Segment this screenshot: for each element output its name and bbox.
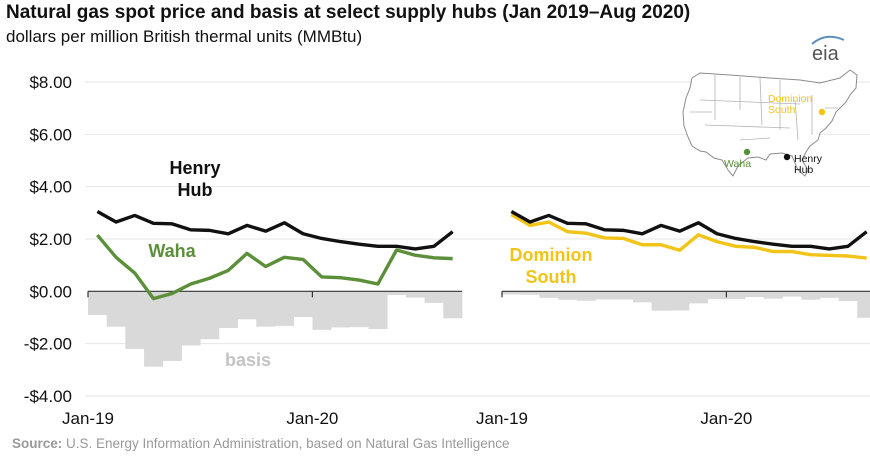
source-text: U.S. Energy Information Administration, … <box>62 436 510 451</box>
basis-bar <box>614 291 634 300</box>
basis-bar <box>331 291 351 328</box>
map-label-dominion-1: Dominion <box>768 93 813 105</box>
series-label-henry-hub: Hub <box>178 180 213 200</box>
basis-bar <box>745 291 765 298</box>
basis-bar <box>651 291 671 311</box>
y-axis-labels: $8.00 $6.00 $4.00 $2.00 $0.00 -$2.00 -$4.00 <box>24 73 72 406</box>
basis-bar <box>275 291 295 326</box>
basis-bar <box>368 291 388 330</box>
basis-bar <box>144 291 164 367</box>
series-label-henry-hub: Henry <box>169 158 220 178</box>
series-label-dominion-south: Dominion <box>510 245 593 265</box>
basis-bar <box>576 291 596 301</box>
map-label-henry-2: Hub <box>794 164 813 176</box>
source-note: Source: U.S. Energy Information Administ… <box>12 436 510 451</box>
basis-bar <box>88 291 108 315</box>
map-label-dominion-2: South <box>768 104 796 116</box>
map-label-waha: Waha <box>724 158 751 170</box>
y-tick-label: $0.00 <box>29 282 72 301</box>
x-axis-labels: Jan-19 Jan-20 Jan-19 Jan-20 <box>62 409 752 428</box>
basis-bar <box>312 291 332 330</box>
y-tick-label: $6.00 <box>29 125 72 144</box>
chart-subtitle: dollars per million British thermal unit… <box>6 27 363 46</box>
y-tick-label: $2.00 <box>29 230 72 249</box>
series-line-henry-hub <box>96 210 454 251</box>
eia-logo-arc <box>811 35 845 45</box>
basis-bar <box>162 291 182 361</box>
basis-bar <box>670 291 690 311</box>
source-label: Source: <box>12 436 63 451</box>
series-line-henry-hub <box>510 210 868 251</box>
series-label-basis: basis <box>225 350 271 370</box>
x-tick-label: Jan-19 <box>62 409 114 428</box>
y-tick-label: $8.00 <box>29 73 72 92</box>
y-tick-label: $4.00 <box>29 178 72 197</box>
basis-bar <box>838 291 858 302</box>
x-tick-label: Jan-20 <box>700 409 752 428</box>
basis-bar <box>502 291 522 295</box>
basis-bar <box>387 291 407 295</box>
basis-bar <box>819 291 839 298</box>
basis-bar <box>801 291 821 300</box>
series-line-dominion-south <box>510 213 867 260</box>
x-tick-label: Jan-19 <box>476 409 528 428</box>
basis-bar <box>726 291 746 300</box>
basis-bar <box>558 291 578 300</box>
basis-bar <box>632 291 652 303</box>
y-tick-label: -$4.00 <box>24 387 72 406</box>
us-map-state-lines <box>690 75 838 141</box>
x-tick-label: Jan-20 <box>286 409 338 428</box>
chart-title: Natural gas spot price and basis at sele… <box>6 2 691 23</box>
basis-bar <box>857 291 870 318</box>
basis-bar <box>293 291 313 317</box>
basis-bar <box>125 291 145 349</box>
us-map-outline <box>682 69 858 177</box>
basis-bar <box>218 291 238 328</box>
basis-bar <box>763 291 783 299</box>
eia-logo: eia <box>806 34 850 65</box>
basis-bar <box>595 291 615 300</box>
basis-bar <box>782 291 802 297</box>
henry-hub-marker <box>783 153 791 161</box>
y-tick-label: -$2.00 <box>24 335 72 354</box>
basis-bar <box>349 291 369 328</box>
basis-bar <box>181 291 201 346</box>
eia-logo-text: eia <box>812 43 840 64</box>
series-label-dominion-south: South <box>526 267 577 287</box>
waha-marker <box>743 148 751 156</box>
basis-bar <box>707 291 727 300</box>
map-label-henry-1: Henry <box>794 153 823 165</box>
dominion-south-marker <box>818 108 826 116</box>
basis-bar <box>520 291 540 295</box>
basis-bar <box>256 291 276 327</box>
basis-bar <box>405 291 425 298</box>
basis-bar <box>443 291 463 319</box>
basis-bar <box>424 291 444 303</box>
basis-bar <box>539 291 559 298</box>
basis-bar <box>200 291 220 340</box>
series-line-waha <box>96 233 453 301</box>
series-label-waha: Waha <box>148 241 196 261</box>
basis-bar <box>237 291 257 320</box>
us-map-inset: Dominion South Waha Henry Hub <box>682 69 858 177</box>
basis-bar <box>106 291 126 327</box>
right-panel <box>501 210 870 318</box>
basis-bar <box>689 291 709 304</box>
